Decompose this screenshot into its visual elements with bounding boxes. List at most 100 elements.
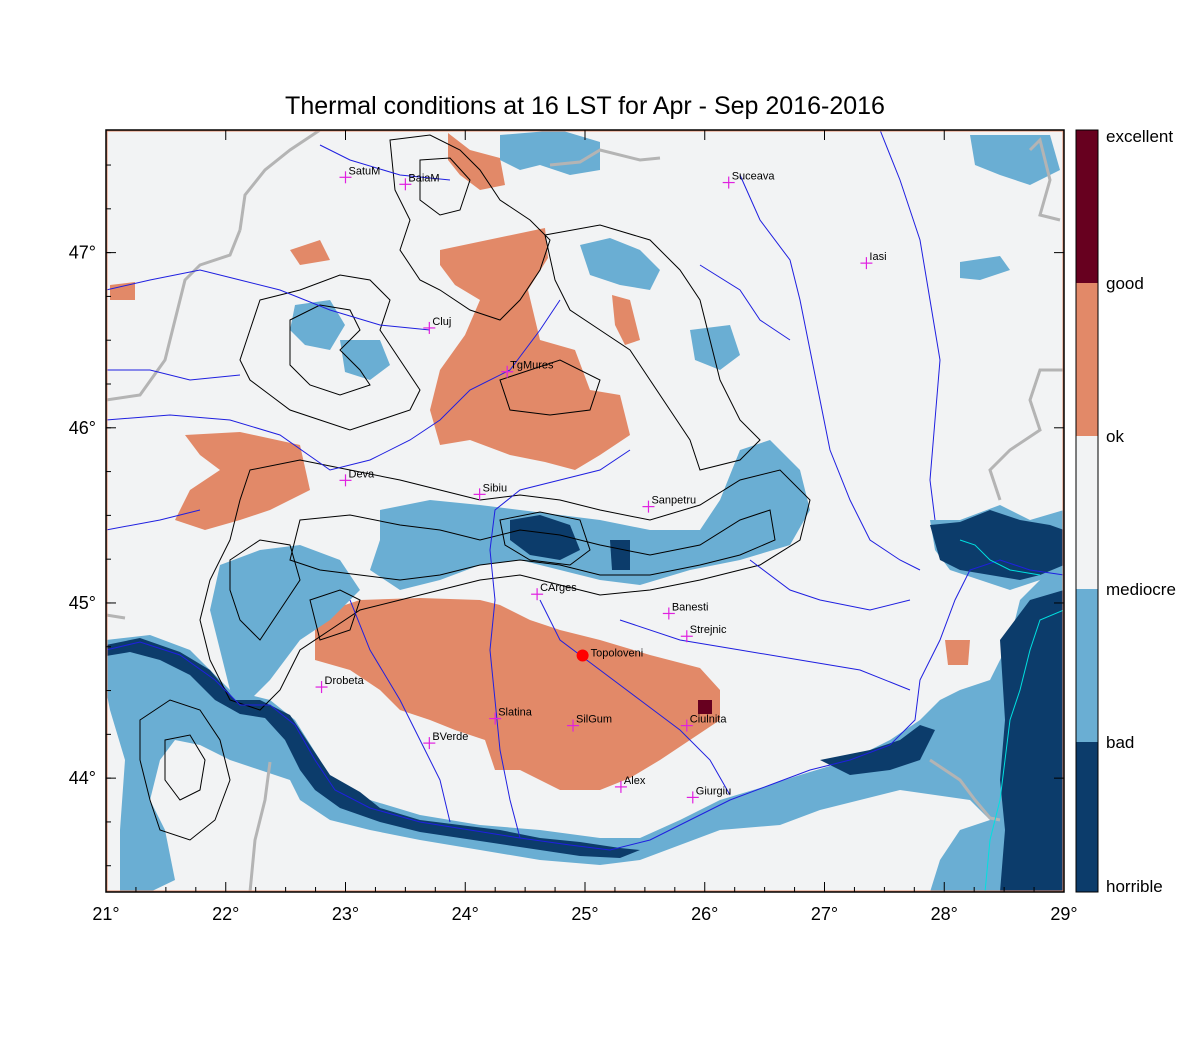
border-north-ukraine (549, 148, 661, 167)
x-tick-label: 25° (571, 904, 598, 924)
river-north-tributary (319, 144, 451, 181)
city-baiam: BaiaM (399, 172, 440, 191)
colorbar-band (1076, 283, 1098, 436)
colorbar-label-mediocre: mediocre (1106, 580, 1176, 599)
mediocre-region-east-mid (690, 325, 740, 370)
mediocre-region-north-west-mountains (290, 300, 345, 350)
border-southwest (106, 613, 126, 620)
contour-subcarpathian (309, 589, 361, 641)
river-ialomita (619, 619, 911, 691)
city-label: Ciulnita (690, 714, 728, 726)
y-tick-label: 45° (69, 593, 96, 613)
river-crisuri (106, 369, 241, 381)
river-east-tributary (699, 264, 791, 341)
good-region-north (448, 133, 505, 190)
coastline (959, 539, 1064, 892)
contour-banat (139, 699, 231, 841)
highlight-marker-group: Topoloveni (576, 648, 643, 662)
colorbar-label-excellent: excellent (1106, 127, 1173, 146)
y-tick-label: 44° (69, 768, 96, 788)
city-label: Drobeta (325, 675, 365, 687)
y-tick-label: 47° (69, 243, 96, 263)
border-moldova-north (1028, 137, 1061, 222)
colorbar-band (1076, 589, 1098, 742)
city-cluj: Cluj (423, 316, 451, 334)
mediocre-region-north-mid (580, 238, 660, 290)
city-ciulnita: Ciulnita (680, 714, 728, 732)
city-label: Suceava (732, 171, 776, 183)
river-jiu (349, 599, 451, 823)
city-satum: SatuM (339, 165, 380, 184)
mediocre-region-east-patches (960, 256, 1010, 280)
city-label: BVerde (432, 731, 468, 743)
river-arges (539, 599, 731, 796)
city-label: Sibiu (483, 482, 507, 494)
city-alex: Alex (614, 775, 646, 793)
good-region-northeast-strip (612, 295, 640, 345)
city-label: TgMures (510, 360, 554, 372)
city-label: Slatina (498, 707, 533, 719)
colorbar-label-bad: bad (1106, 733, 1134, 752)
colorbar-label-ok: ok (1106, 427, 1124, 446)
contour-north-inner (419, 157, 471, 216)
city-banesti: Banesti (662, 601, 709, 620)
y-tick-label: 46° (69, 418, 96, 438)
contour-north-outer (389, 134, 551, 321)
coastline-delta (959, 539, 1041, 576)
city-label: Strejnic (690, 624, 727, 636)
city-carges: CArges (531, 582, 577, 601)
colorbar-band (1076, 436, 1098, 589)
city-label: Banesti (672, 601, 709, 613)
highlight-marker (576, 649, 589, 662)
good-regions (110, 133, 970, 790)
good-region-west (175, 432, 310, 530)
bad-region-danube-band (106, 638, 640, 858)
contour-apuseni-inner (289, 304, 371, 396)
river-southwest-tributary (106, 509, 201, 531)
city-iasi: Iasi (860, 251, 887, 270)
contour-southwest (229, 539, 301, 641)
city-label: BaiaM (408, 172, 439, 184)
colorbar: excellent good ok mediocre bad horrible (1075, 127, 1176, 896)
mediocre-region-southwest-mountains (210, 545, 360, 700)
river-prut (879, 130, 941, 521)
city-giurgiu: Giurgiu (686, 785, 731, 804)
city-label: Alex (624, 775, 646, 787)
mediocre-region-danube-gorge (106, 570, 1064, 892)
city-label: CArges (540, 582, 577, 594)
contour-curvature (499, 511, 591, 566)
city-slatina: Slatina (489, 707, 533, 725)
good-region-oltenia-muntenia (315, 598, 720, 790)
x-tick-label: 27° (811, 904, 838, 924)
good-region-small-northwest (110, 282, 135, 300)
city-silgum: SilGum (567, 714, 612, 732)
x-axis-ticks: 21° 22° 23° 24° 25° 26° 27° 28° 29° (92, 130, 1078, 924)
bad-region-black-sea (1000, 590, 1064, 892)
good-region-small-east (945, 640, 970, 665)
rivers (106, 130, 1064, 851)
bad-region-delta (930, 510, 1064, 580)
city-sanpetru: Sanpetru (642, 495, 696, 513)
bad-region-carpathian-core (510, 515, 580, 560)
contour-apuseni-outer (239, 274, 421, 431)
x-tick-label: 26° (691, 904, 718, 924)
coastline-black-sea (984, 609, 1064, 892)
city-label: Cluj (432, 316, 451, 328)
river-olt (489, 449, 631, 839)
city-label: SilGum (576, 714, 612, 726)
river-buzau (749, 559, 911, 611)
river-somes (106, 269, 431, 331)
city-bverde: BVerde (423, 731, 468, 750)
city-markers: SatuM BaiaM Suceava Iasi Cluj TgMures Deva Sibi… (315, 165, 887, 804)
city-suceava: Suceava (722, 171, 776, 189)
x-tick-label: 22° (212, 904, 239, 924)
border-serbia-south (248, 761, 272, 892)
city-label: Deva (349, 468, 376, 480)
river-mures (106, 299, 561, 471)
city-strejnic: Strejnic (680, 624, 727, 643)
border-west (106, 229, 242, 402)
excellent-spot (698, 700, 712, 714)
mediocre-region-carpathians (370, 440, 810, 590)
river-siret (739, 174, 921, 571)
